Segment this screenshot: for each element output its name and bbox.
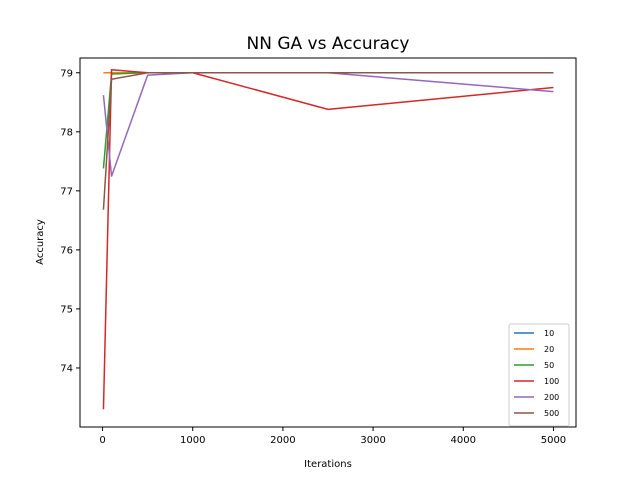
legend: 10 20 50 100 200 500	[508, 323, 570, 427]
legend-box	[508, 323, 570, 427]
y-tick-label: 77	[60, 186, 73, 197]
y-tick-label: 79	[60, 68, 73, 79]
y-tick-label: 74	[60, 363, 73, 374]
y-tick-label: 78	[60, 127, 73, 138]
legend-label: 10	[544, 329, 554, 338]
x-tick-label: 2000	[270, 435, 295, 446]
plot-lines	[102, 69, 554, 410]
y-tick-label: 76	[60, 245, 73, 256]
x-tick-label: 0	[99, 435, 105, 446]
series-line-500	[102, 72, 554, 210]
x-tick-label: 5000	[541, 435, 566, 446]
chart-title: NN GA vs Accuracy	[247, 34, 410, 54]
legend-label: 20	[544, 345, 554, 354]
x-axis-ticks: 0 1000 2000 3000 4000 5000	[99, 427, 566, 446]
series-line-200	[102, 72, 554, 177]
x-tick-label: 4000	[451, 435, 476, 446]
legend-label: 500	[544, 409, 559, 418]
legend-label: 200	[544, 393, 559, 402]
y-axis-ticks: 74 75 76 77 78 79	[60, 68, 80, 374]
x-tick-label: 3000	[360, 435, 385, 446]
plot-frame	[79, 57, 577, 428]
x-axis-label: Iterations	[304, 459, 352, 470]
legend-label: 100	[544, 377, 559, 386]
y-axis-label: Accuracy	[35, 219, 46, 265]
y-tick-label: 75	[60, 304, 73, 315]
legend-label: 50	[544, 361, 554, 370]
x-tick-label: 1000	[180, 435, 205, 446]
